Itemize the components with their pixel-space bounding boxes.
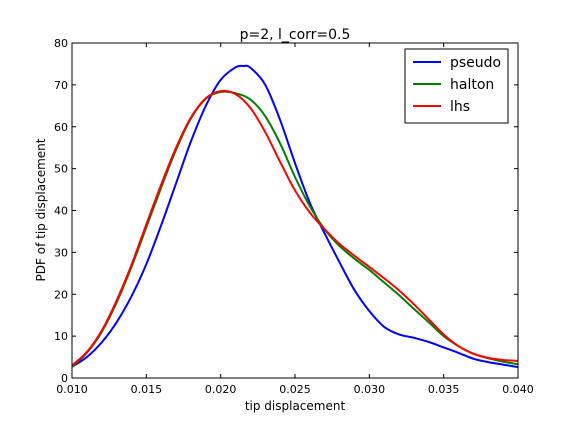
y-tick-label: 30 <box>54 246 68 259</box>
y-tick-label: 80 <box>54 37 68 50</box>
x-tick-label: 0.035 <box>428 383 460 396</box>
axis-ticks: 0.010 0.015 0.020 0.025 0.030 0.035 0.040 0 10 20… <box>54 37 534 396</box>
plot-area <box>72 64 518 369</box>
legend-label-pseudo: pseudo <box>450 55 501 71</box>
x-axis-label: tip displacement <box>245 399 346 413</box>
x-tick-label: 0.030 <box>354 383 386 396</box>
chart-title: p=2, l_corr=0.5 <box>240 27 351 43</box>
y-tick-label: 40 <box>54 205 68 218</box>
series-line-lhs <box>72 89 518 367</box>
series-line-pseudo <box>72 64 518 369</box>
x-tick-label: 0.015 <box>131 383 163 396</box>
x-tick-label: 0.020 <box>205 383 237 396</box>
x-tick-label: 0.010 <box>56 383 88 396</box>
x-tick-label: 0.025 <box>279 383 311 396</box>
legend-label-halton: halton <box>450 77 494 93</box>
y-tick-label: 10 <box>54 330 68 343</box>
series-line-halton <box>72 90 518 368</box>
y-tick-label: 70 <box>54 79 68 92</box>
y-tick-label: 50 <box>54 163 68 176</box>
legend-label-lhs: lhs <box>450 99 470 115</box>
x-tick-label: 0.040 <box>502 383 534 396</box>
y-tick-label: 20 <box>54 288 68 301</box>
legend: pseudo halton lhs <box>404 48 509 124</box>
y-tick-label: 60 <box>54 121 68 134</box>
y-tick-label: 0 <box>61 372 68 385</box>
y-axis-label: PDF of tip displacement <box>34 138 48 281</box>
